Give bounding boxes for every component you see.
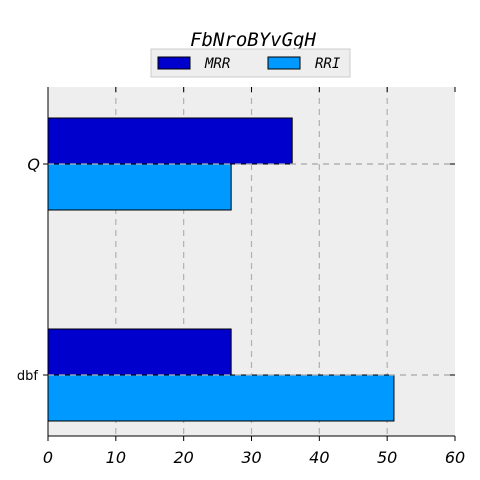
- chart-title: FbNroBYvGgH: [190, 29, 316, 51]
- legend-swatch-rri: [267, 56, 301, 70]
- x-tick-label: 20: [173, 448, 193, 467]
- bar-rri-dbf: [47, 374, 395, 422]
- x-tick-labels: 0 10 20 30 40 50 60: [43, 448, 465, 467]
- x-tick-label: 40: [309, 448, 329, 467]
- y-tick-labels: Q dbf: [17, 155, 40, 384]
- x-tick-label: 30: [241, 448, 261, 467]
- x-tick-label: 50: [377, 448, 397, 467]
- bar-mrr-dbf: [47, 328, 232, 376]
- bar-rri-q: [47, 163, 232, 211]
- bar-mrr-q: [47, 117, 293, 165]
- x-tick-label: 0: [43, 448, 53, 467]
- legend: MRR RRI: [150, 48, 351, 78]
- x-tick-label: 60: [445, 448, 465, 467]
- legend-swatch-mrr: [157, 56, 191, 70]
- legend-label-rri: RRI: [315, 56, 341, 72]
- legend-label-mrr: MRR: [204, 56, 230, 72]
- bars: [47, 117, 455, 422]
- y-tick-label-q: Q: [27, 155, 40, 174]
- y-tick-label-dbf: dbf: [17, 369, 39, 384]
- axes: [43, 87, 456, 441]
- x-tick-label: 10: [106, 448, 126, 467]
